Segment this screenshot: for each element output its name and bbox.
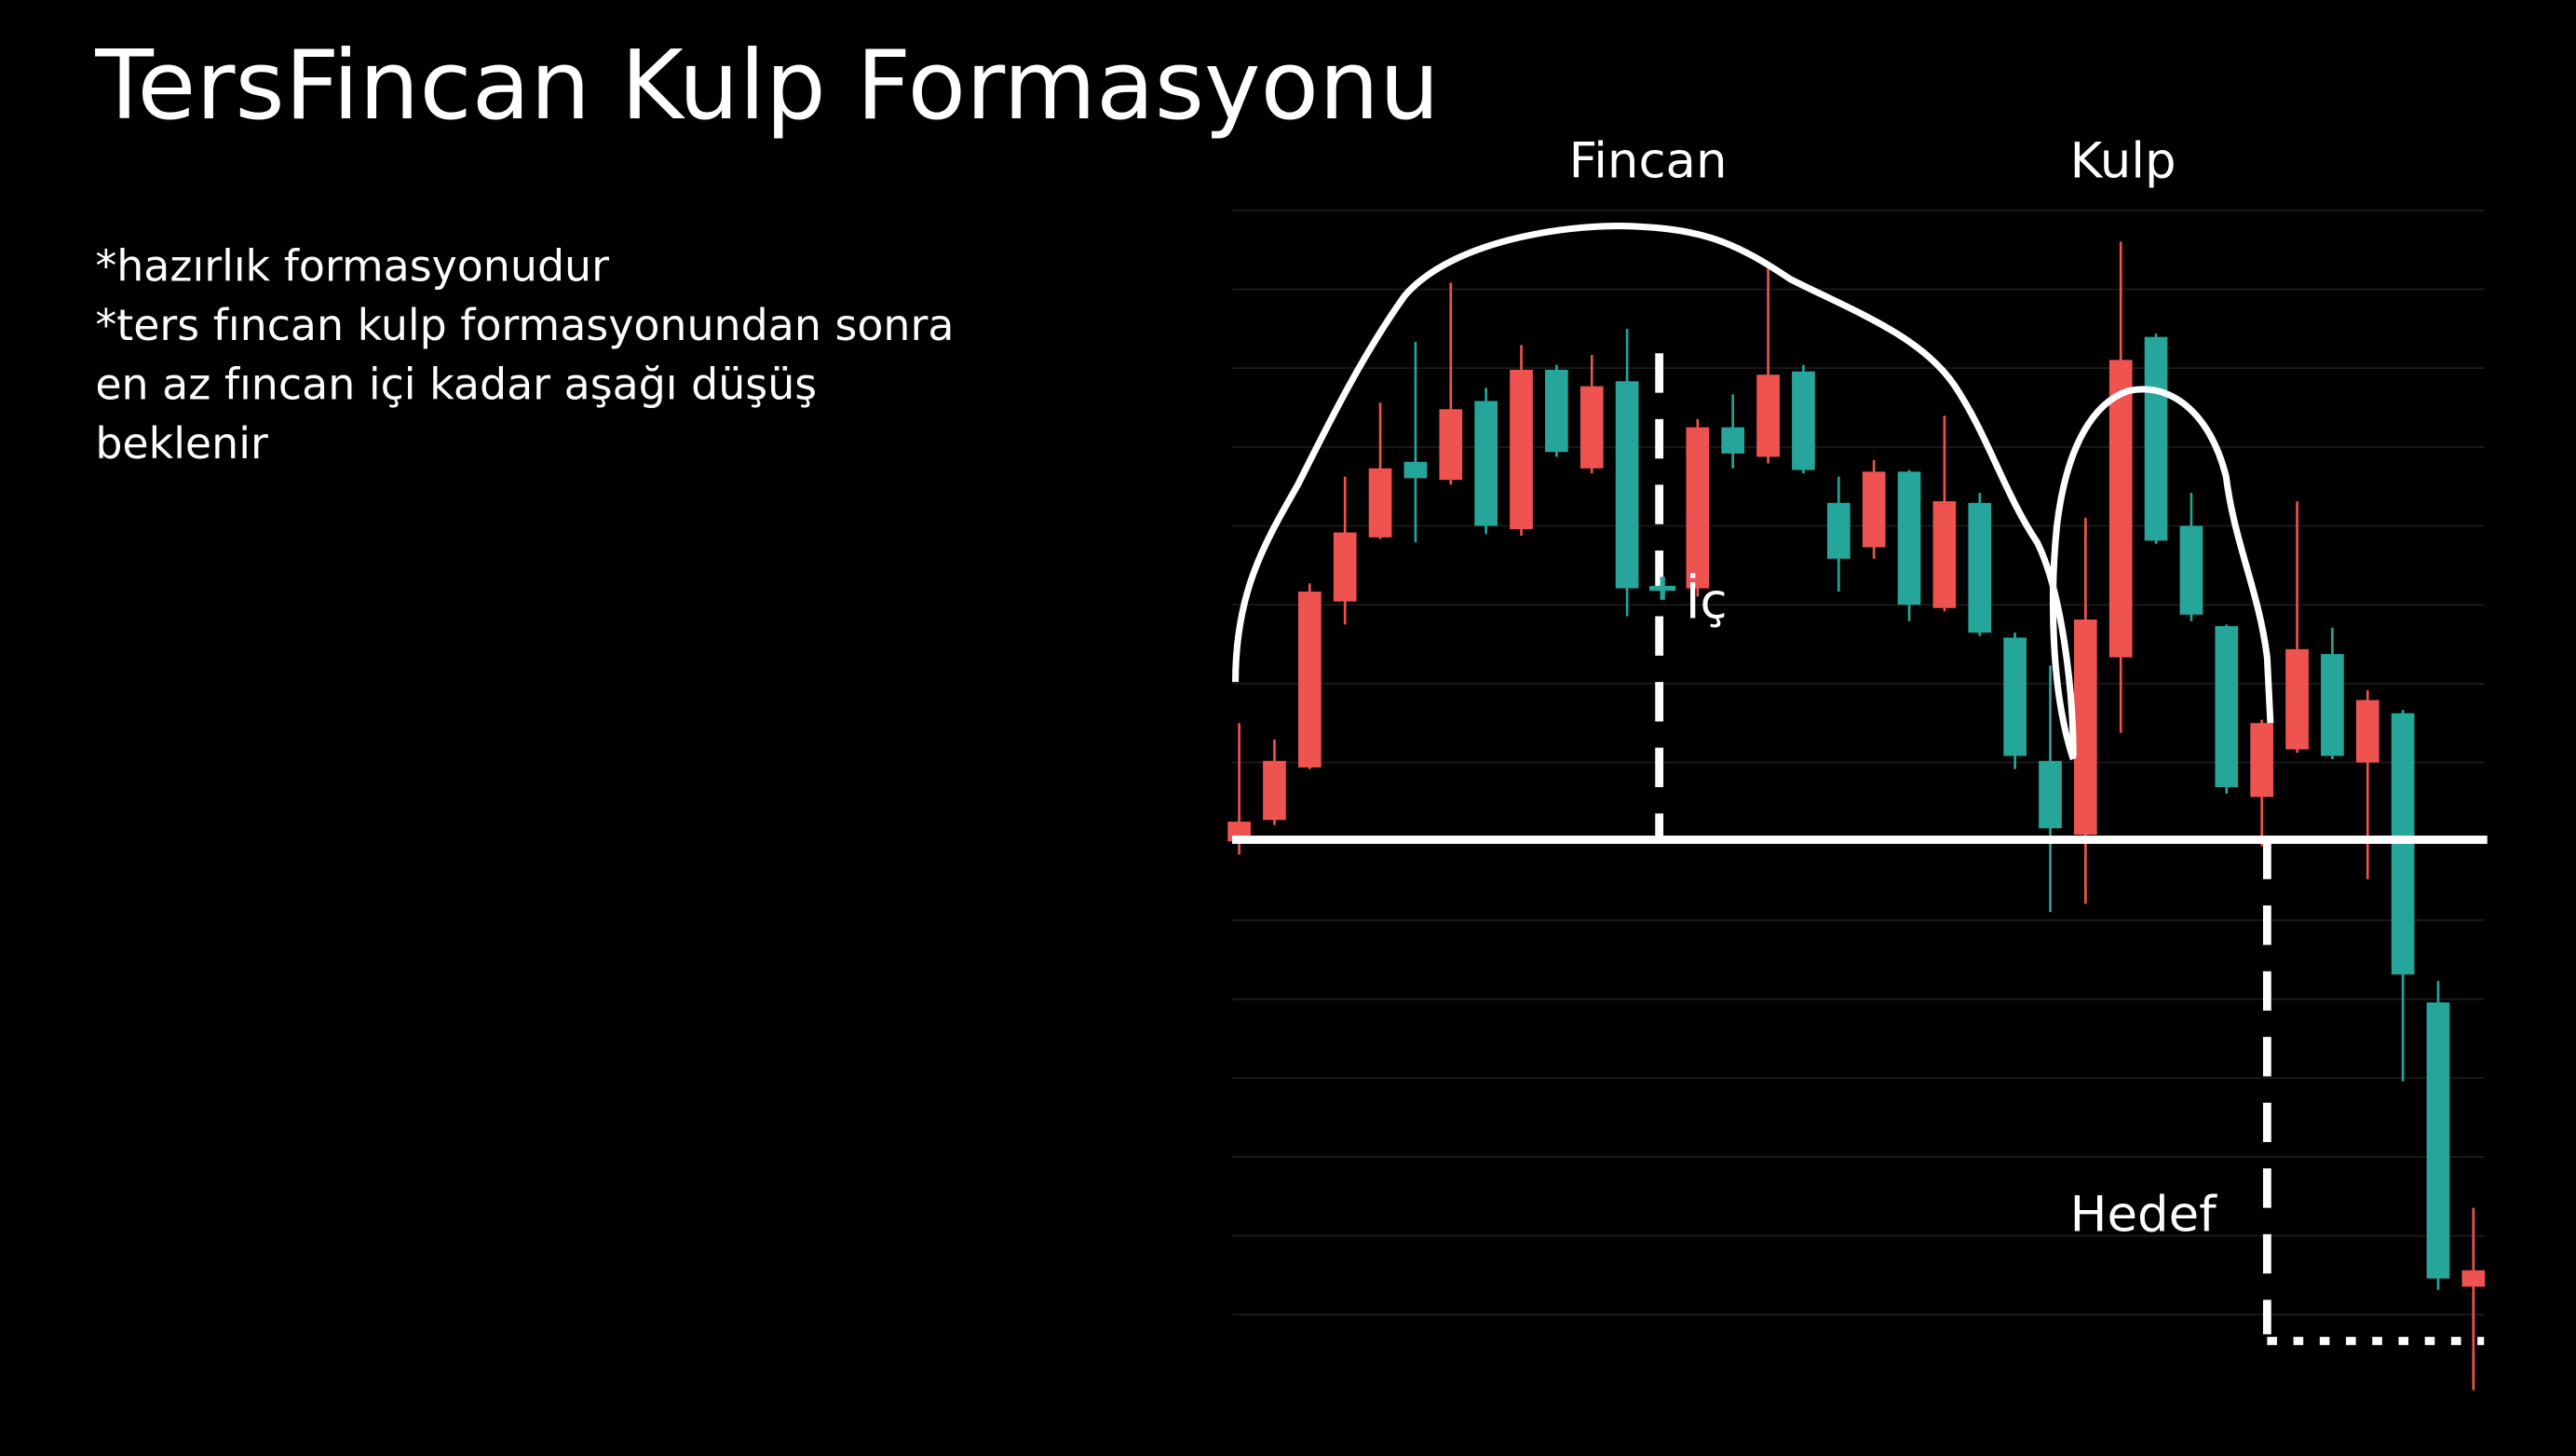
annotation: Hedef — [2070, 1186, 2217, 1243]
candles — [1227, 241, 2486, 1391]
candle-body — [1403, 461, 1428, 479]
note: *ters fıncan kulp formasyonundan sonra — [95, 300, 954, 350]
drawn-annotations — [1232, 223, 2488, 1345]
candle-body — [2073, 619, 2097, 836]
candle-body — [2250, 723, 2274, 797]
candle-body — [1897, 471, 1921, 606]
marker — [1649, 577, 1676, 600]
candle-body — [2144, 336, 2168, 541]
candle-body — [1932, 501, 1957, 608]
note: en az fıncan içi kadar aşağı düşüş — [95, 360, 817, 410]
candle-body — [1968, 502, 1992, 633]
candle-body — [1792, 371, 1815, 470]
candle-body — [1826, 502, 1851, 559]
candle-body — [1510, 369, 1533, 530]
candle-body — [1368, 468, 1392, 537]
candle-body — [2461, 1270, 2486, 1287]
note: beklenir — [95, 418, 268, 469]
note: *hazırlık formasyonudur — [95, 241, 609, 292]
candle-body — [2003, 637, 2027, 756]
candle-body — [1474, 401, 1498, 526]
title: TersFincan Kulp Formasyonu — [94, 31, 1440, 142]
annotation: Fincan — [1569, 133, 1728, 190]
handle-curve — [2050, 386, 2274, 761]
candle-body — [1615, 381, 1639, 589]
candle-body — [1862, 471, 1886, 548]
candle-body — [2179, 525, 2203, 615]
candle-body — [1297, 592, 1322, 768]
candle-body — [1579, 386, 1604, 469]
annotation: İç — [1686, 572, 1728, 630]
candle-body — [2355, 700, 2379, 763]
candle-body — [2321, 654, 2344, 756]
candle-body — [2215, 626, 2239, 788]
cup-curve — [1232, 223, 2077, 756]
candle-body — [1333, 532, 1357, 602]
candle-body — [2426, 1002, 2450, 1279]
candle-body — [1686, 427, 1710, 589]
candle-body — [1756, 374, 1780, 457]
annotation: Kulp — [2070, 133, 2176, 190]
grid — [1232, 209, 2485, 1316]
candle-body — [2108, 360, 2133, 658]
candle-body — [2285, 648, 2309, 750]
candle-body — [2039, 760, 2062, 829]
candle-body — [1263, 760, 1286, 821]
candle-body — [1439, 409, 1463, 481]
candle-body — [1721, 427, 1745, 454]
candle-body — [1545, 369, 1568, 453]
